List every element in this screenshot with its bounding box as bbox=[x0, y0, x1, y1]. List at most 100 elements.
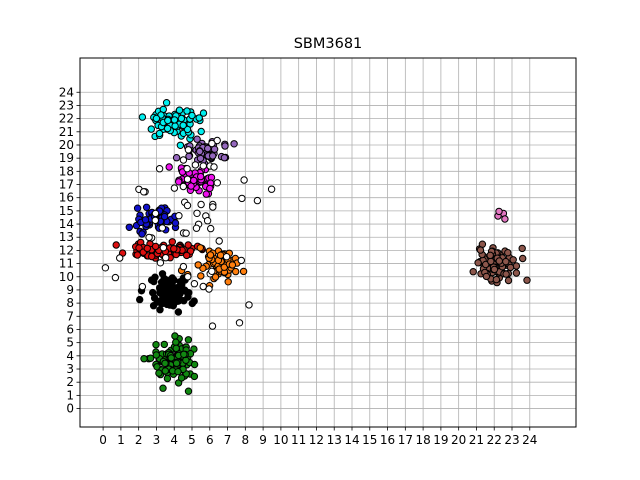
y-tick-label: 6 bbox=[66, 322, 74, 336]
data-point-cluster-10 bbox=[183, 175, 192, 183]
data-point-cluster-6 bbox=[160, 281, 168, 290]
data-point-cluster-7 bbox=[171, 332, 179, 340]
x-tick-label: 2 bbox=[135, 433, 143, 447]
data-point-cluster-8 bbox=[512, 269, 521, 277]
axis-ticks: 0 1 2 3 4 5 6 7 8 9 10 11 12 13 14 15 16 17 18 19 20 21 22 23 24… bbox=[59, 85, 538, 447]
data-point-cluster-2 bbox=[202, 190, 211, 198]
data-point-cluster-4 bbox=[184, 241, 192, 249]
x-tick-label: 9 bbox=[259, 433, 267, 447]
y-tick-label: 8 bbox=[66, 296, 74, 310]
data-point-cluster-10 bbox=[138, 282, 147, 291]
chart-title: SBM3681 bbox=[294, 36, 363, 52]
data-point-cluster-5 bbox=[228, 261, 237, 269]
data-point-cluster-10 bbox=[210, 163, 218, 171]
data-point-cluster-5 bbox=[216, 251, 225, 259]
data-point-cluster-8 bbox=[469, 268, 477, 276]
data-point-cluster-10 bbox=[190, 280, 199, 288]
data-point-cluster-8 bbox=[506, 263, 515, 272]
data-point-cluster-4 bbox=[168, 238, 177, 246]
x-tick-label: 4 bbox=[170, 433, 178, 447]
data-point-cluster-8 bbox=[495, 257, 503, 265]
data-point-cluster-5 bbox=[194, 261, 202, 269]
data-point-cluster-10 bbox=[240, 176, 248, 184]
y-tick-label: 24 bbox=[59, 85, 74, 99]
x-tick-label: 15 bbox=[362, 433, 377, 447]
data-point-cluster-1 bbox=[230, 140, 238, 148]
data-point-cluster-10 bbox=[155, 165, 164, 173]
data-point-cluster-7 bbox=[155, 369, 163, 377]
data-point-cluster-7 bbox=[190, 360, 199, 369]
data-point-cluster-4 bbox=[148, 252, 156, 261]
data-point-cluster-2 bbox=[165, 163, 173, 171]
y-tick-label: 23 bbox=[59, 98, 74, 112]
data-point-cluster-8 bbox=[502, 270, 510, 278]
data-point-cluster-7 bbox=[161, 367, 170, 375]
data-point-cluster-10 bbox=[213, 179, 222, 187]
data-point-cluster-8 bbox=[490, 265, 499, 274]
data-point-cluster-10 bbox=[238, 194, 246, 203]
y-tick-label: 3 bbox=[66, 362, 74, 376]
x-tick-label: 14 bbox=[344, 433, 359, 447]
data-point-cluster-2 bbox=[175, 178, 183, 186]
y-tick-label: 10 bbox=[59, 270, 74, 284]
data-point-cluster-3 bbox=[141, 216, 150, 224]
data-point-cluster-10 bbox=[183, 165, 191, 173]
data-point-cluster-6 bbox=[158, 270, 167, 278]
data-point-cluster-10 bbox=[207, 224, 215, 233]
data-point-cluster-8 bbox=[474, 259, 482, 267]
data-point-cluster-4 bbox=[151, 242, 160, 251]
data-point-cluster-0 bbox=[164, 116, 172, 125]
y-tick-label: 22 bbox=[59, 112, 74, 126]
x-tick-label: 17 bbox=[398, 433, 413, 447]
data-point-cluster-10 bbox=[245, 301, 253, 309]
x-tick-label: 0 bbox=[99, 433, 107, 447]
data-point-cluster-10 bbox=[183, 201, 192, 210]
data-point-cluster-8 bbox=[504, 249, 512, 257]
data-point-cluster-3 bbox=[133, 204, 142, 212]
x-tick-label: 11 bbox=[291, 433, 306, 447]
data-point-cluster-8 bbox=[476, 246, 485, 254]
data-point-cluster-0 bbox=[171, 122, 179, 130]
data-point-cluster-4 bbox=[170, 245, 178, 253]
x-tick-label: 7 bbox=[224, 433, 232, 447]
data-point-cluster-8 bbox=[486, 251, 494, 260]
data-point-cluster-1 bbox=[204, 144, 212, 153]
data-point-cluster-1 bbox=[193, 135, 201, 143]
data-point-cluster-0 bbox=[170, 116, 179, 124]
data-point-cluster-7 bbox=[152, 341, 160, 349]
x-tick-label: 3 bbox=[153, 433, 161, 447]
data-point-cluster-10 bbox=[179, 156, 188, 164]
data-point-cluster-10 bbox=[151, 216, 160, 225]
plot-frame bbox=[79, 57, 577, 428]
data-point-cluster-4 bbox=[112, 241, 120, 249]
y-tick-label: 11 bbox=[59, 257, 74, 271]
x-tick-label: 1 bbox=[117, 433, 125, 447]
data-point-cluster-10 bbox=[175, 212, 183, 220]
data-point-cluster-8 bbox=[519, 254, 527, 263]
data-point-cluster-0 bbox=[183, 107, 191, 115]
data-point-cluster-5 bbox=[211, 273, 220, 281]
data-point-cluster-10 bbox=[140, 188, 148, 196]
data-point-cluster-8 bbox=[487, 257, 495, 266]
y-tick-label: 0 bbox=[66, 402, 74, 416]
data-point-cluster-0 bbox=[163, 124, 172, 133]
data-point-cluster-3 bbox=[142, 203, 151, 212]
data-point-cluster-0 bbox=[162, 99, 171, 107]
data-point-cluster-8 bbox=[502, 257, 510, 266]
data-point-cluster-3 bbox=[138, 230, 146, 238]
data-point-cluster-7 bbox=[184, 387, 193, 395]
data-point-cluster-0 bbox=[195, 114, 203, 122]
data-point-cluster-8 bbox=[482, 272, 491, 281]
y-tick-label: 17 bbox=[59, 178, 74, 192]
data-point-cluster-4 bbox=[133, 251, 142, 259]
data-point-cluster-10 bbox=[145, 233, 153, 242]
data-point-cluster-6 bbox=[174, 308, 183, 316]
data-point-cluster-7 bbox=[190, 372, 199, 381]
y-tick-label: 18 bbox=[59, 164, 74, 178]
data-point-cluster-5 bbox=[197, 272, 205, 280]
data-point-cluster-6 bbox=[158, 299, 166, 308]
y-tick-label: 5 bbox=[66, 336, 74, 350]
data-point-cluster-10 bbox=[209, 203, 217, 211]
data-point-cluster-8 bbox=[512, 262, 521, 270]
x-tick-label: 12 bbox=[309, 433, 324, 447]
